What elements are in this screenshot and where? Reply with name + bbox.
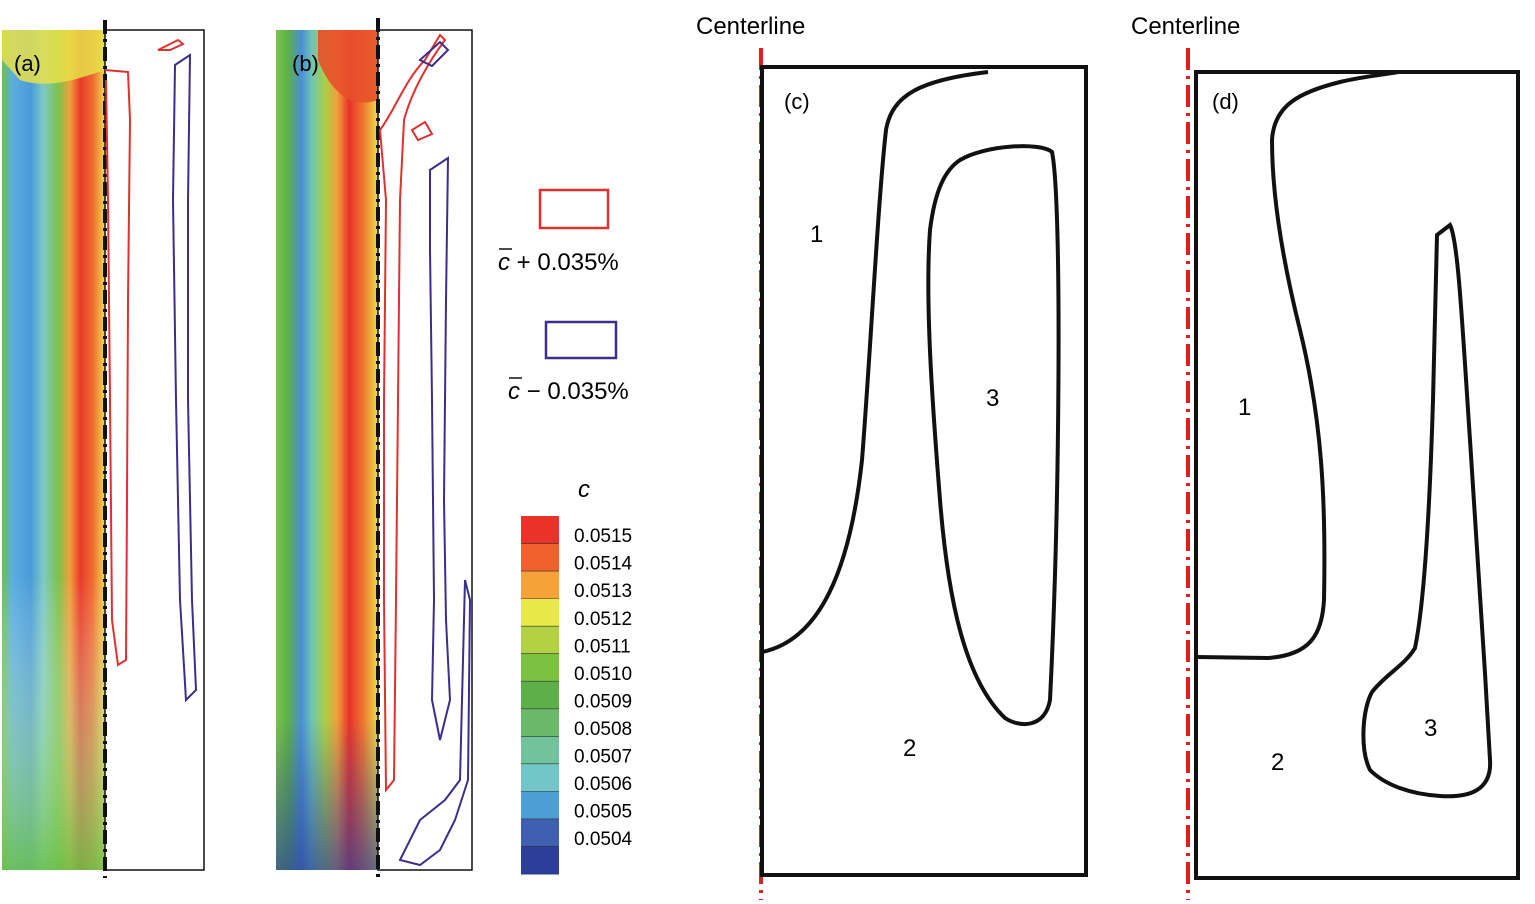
panel-d: Centerline (d) 1 2 3 xyxy=(1131,13,1520,900)
panel-b-top-hotspot xyxy=(318,30,378,103)
panel-b-minus-contour-top xyxy=(418,40,450,68)
panel-a-minus-contour xyxy=(171,53,198,703)
panel-d-centerline-title: Centerline xyxy=(1131,13,1240,40)
panel-b: (b) xyxy=(276,18,473,878)
colorbar-swatch xyxy=(521,598,559,627)
legend-plus-text: c + 0.035% xyxy=(498,249,619,276)
panel-c-region-3-loop xyxy=(926,144,1061,726)
colorbar-swatch xyxy=(521,736,559,765)
legend-minus-label: − 0.035% xyxy=(520,378,629,405)
colorbar-tick-label: 0.0515 xyxy=(574,526,632,547)
panel-d-region-3: 3 xyxy=(1424,715,1437,742)
colorbar-swatch xyxy=(521,681,559,710)
colorbar-swatch xyxy=(521,846,559,875)
colorbar-tick-label: 0.0509 xyxy=(574,691,632,712)
colorbar-tick-label: 0.0505 xyxy=(574,802,632,823)
panel-c-box xyxy=(760,65,1088,877)
colorbar-swatch xyxy=(521,516,559,545)
legend-plus-symbol: c xyxy=(498,249,510,276)
panel-b-bottom-shade xyxy=(276,30,378,870)
colorbar-tick-label: 0.0510 xyxy=(574,664,632,685)
colorbar-swatch xyxy=(521,543,559,572)
panel-c-label: (c) xyxy=(784,89,810,114)
colorbar-tick-label: 0.0514 xyxy=(574,554,633,575)
colorbar-swatch xyxy=(521,626,559,655)
colorbar-tick-label: 0.0506 xyxy=(574,774,632,795)
colorbar-title: c xyxy=(578,476,590,503)
panel-d-region-1: 1 xyxy=(1238,394,1251,421)
panel-a: (a) xyxy=(2,20,205,878)
panel-a-top-hotspot xyxy=(2,30,105,84)
panel-a-plus-contour-small xyxy=(157,38,185,51)
panel-a-plus-contour xyxy=(104,69,132,667)
panel-d-region-2: 2 xyxy=(1271,749,1284,776)
colorbar-tick-label: 0.0507 xyxy=(574,746,632,767)
colorbar-tick-label: 0.0512 xyxy=(574,609,632,630)
panel-c-centerline-title: Centerline xyxy=(696,13,805,40)
panel-a-bottom-shade xyxy=(2,30,105,870)
panel-c-region-3: 3 xyxy=(986,385,999,412)
colorbar: c 0.05150.05140.05130.05120.05110.05100.… xyxy=(521,476,633,875)
contour-legend: c + 0.035% c − 0.035% xyxy=(498,188,629,405)
legend-plus-label: + 0.035% xyxy=(510,249,619,276)
panel-c: Centerline (c) 1 2 3 xyxy=(696,13,1088,900)
panel-d-label: (d) xyxy=(1212,89,1239,114)
colorbar-ticks: 0.0515 0.0514 0.0513 0.0512 0.0511 0.0510 0.05… xyxy=(574,526,633,850)
legend-minus-swatch xyxy=(544,320,618,360)
legend-minus-symbol: c xyxy=(508,378,520,405)
panel-b-plus-contour xyxy=(378,33,447,793)
panel-b-outline-box xyxy=(377,29,473,871)
panel-d-region-3-loop xyxy=(1361,221,1493,799)
panel-b-minus-contour xyxy=(429,156,452,741)
panel-c-region-2: 2 xyxy=(903,735,916,762)
colorbar-tick-label: 0.0511 xyxy=(574,636,631,657)
legend-minus-text: c − 0.035% xyxy=(508,378,629,405)
panel-d-boundary-1-2 xyxy=(1195,70,1399,661)
colorbar-tick-label: 0.0508 xyxy=(574,719,632,740)
colorbar-swatch xyxy=(521,818,559,847)
panel-b-plus-contour-small xyxy=(410,120,434,142)
colorbar-tick-label: 0.0504 xyxy=(574,829,633,850)
colorbar-swatch xyxy=(521,791,559,820)
panel-d-box xyxy=(1194,70,1520,880)
colorbar-swatches xyxy=(521,516,559,875)
panel-a-label: (a) xyxy=(14,51,41,76)
colorbar-swatch xyxy=(521,571,559,600)
colorbar-swatch xyxy=(521,763,559,792)
panel-b-minus-contour-bottom xyxy=(398,579,472,867)
panel-c-region-1: 1 xyxy=(810,221,823,248)
legend-plus-swatch xyxy=(538,188,610,230)
panel-c-boundary-1-2 xyxy=(761,70,989,654)
colorbar-swatch xyxy=(521,708,559,737)
colorbar-swatch xyxy=(521,653,559,682)
colorbar-tick-label: 0.0513 xyxy=(574,581,632,602)
panel-b-label: (b) xyxy=(292,51,319,76)
